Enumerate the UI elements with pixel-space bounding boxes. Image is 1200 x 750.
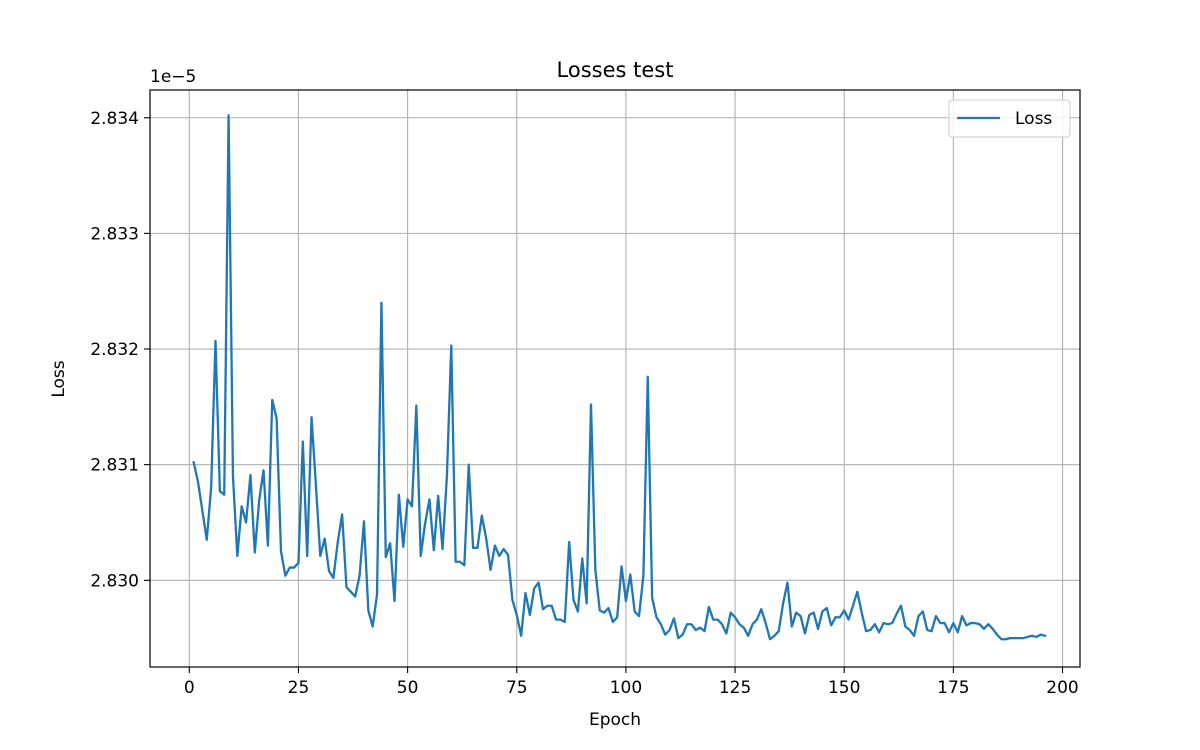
series-layer <box>192 114 1047 641</box>
x-tick-label: 175 <box>937 678 969 698</box>
plot-frame <box>149 89 1081 668</box>
chart-title: Losses test <box>557 58 674 82</box>
y-tick-label: 2.831 <box>90 456 139 476</box>
x-tick-label: 0 <box>184 678 195 698</box>
x-axis-label: Epoch <box>589 710 641 730</box>
y-tick-label: 2.833 <box>90 224 139 244</box>
x-tick-label: 150 <box>828 678 860 698</box>
y-axis-ticks: 2.830 2.831 2.832 2.833 2.834 <box>90 109 150 591</box>
x-tick-label: 100 <box>610 678 642 698</box>
legend-box <box>948 99 1071 138</box>
x-axis-ticks: 0 25 50 75 100 125 150 175 200 <box>184 667 1079 698</box>
x-tick-label: 75 <box>506 678 528 698</box>
y-tick-label: 2.832 <box>90 340 139 360</box>
legend-label-loss: Loss <box>1015 109 1052 129</box>
grid <box>150 90 1080 667</box>
y-tick-label: 2.834 <box>90 109 139 129</box>
y-offset-text: 1e−5 <box>150 67 196 87</box>
x-tick-label: 50 <box>397 678 419 698</box>
legend: Loss <box>948 99 1071 138</box>
x-tick-label: 125 <box>719 678 751 698</box>
y-tick-label: 2.830 <box>90 571 139 591</box>
series-line-loss <box>192 114 1047 641</box>
y-axis-label: Loss <box>49 360 69 397</box>
x-tick-label: 200 <box>1046 678 1078 698</box>
x-tick-label: 25 <box>288 678 310 698</box>
